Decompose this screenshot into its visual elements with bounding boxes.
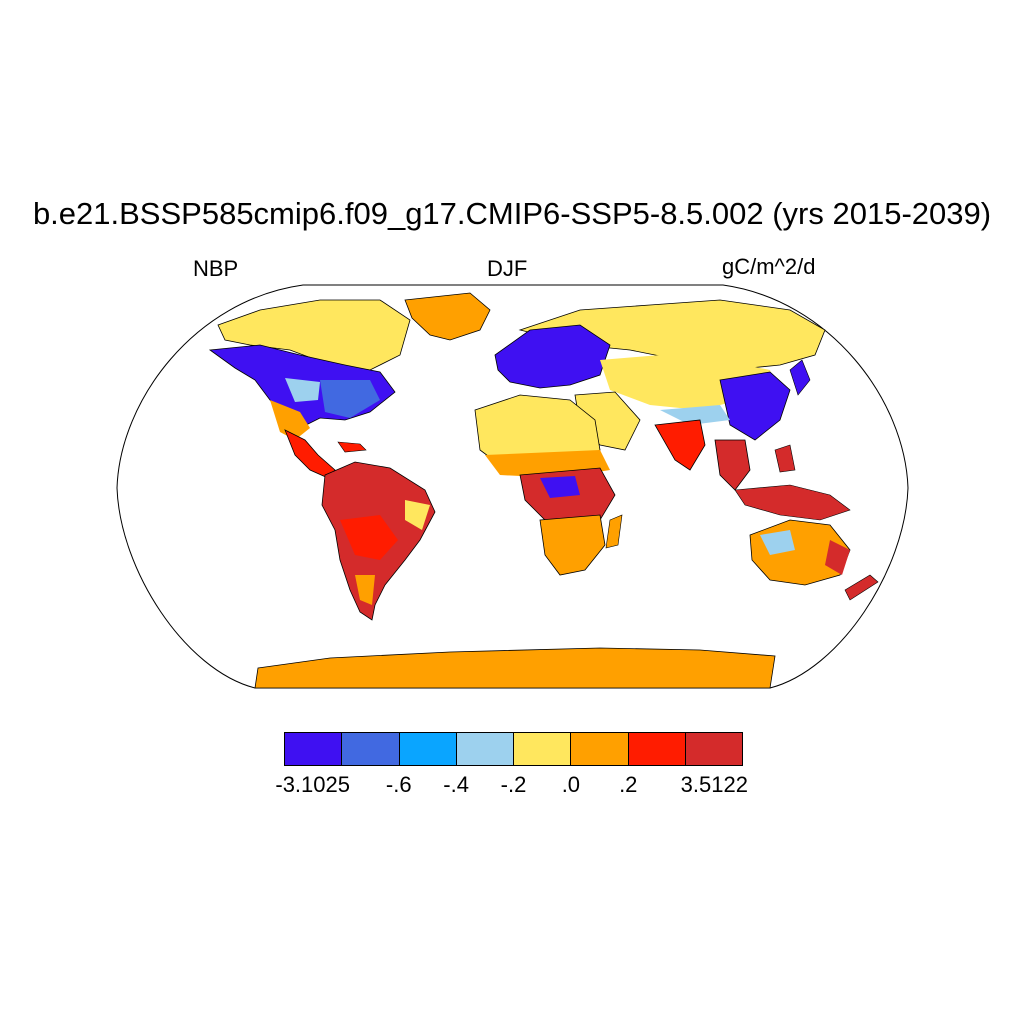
caribbean xyxy=(337,441,367,453)
tibet-lightblue xyxy=(660,405,730,425)
colorbar-tick-label: -3.1025 xyxy=(275,772,350,797)
australia-east-red xyxy=(825,540,850,575)
north-america-arctic xyxy=(217,299,411,371)
east-asia-blue xyxy=(719,371,791,441)
colorbar-tick-label: .0 xyxy=(561,772,581,797)
eurasia-north xyxy=(518,299,826,371)
india xyxy=(654,419,706,471)
na-lightblue xyxy=(285,378,320,402)
africa-blue-patch xyxy=(540,476,580,498)
colorbar-box-2 xyxy=(399,733,457,765)
variable-label: NBP xyxy=(193,256,239,281)
map-title: b.e21.BSSP585cmip6.f09_g17.CMIP6-SSP5-8.… xyxy=(32,196,992,231)
antarctica xyxy=(254,647,776,689)
colorbar-box-0 xyxy=(285,733,343,765)
madagascar xyxy=(605,514,623,549)
sa-red-patch xyxy=(340,515,398,560)
units-label: gC/m^2/d xyxy=(722,254,816,279)
colorbar-box-4 xyxy=(514,733,572,765)
africa-south xyxy=(539,514,606,576)
colorbar-tick-label: -.6 xyxy=(385,772,412,797)
colorbar-box-7 xyxy=(685,733,742,765)
new-zealand xyxy=(844,574,879,601)
na-southwest xyxy=(270,400,310,440)
na-east-blue xyxy=(320,380,380,418)
colorbar-tick-label: -.2 xyxy=(500,772,527,797)
colorbar-tick-label: .2 xyxy=(619,772,638,797)
indonesia xyxy=(734,484,851,521)
japan xyxy=(789,359,811,396)
colorbar-tick-label: 3.5122 xyxy=(680,772,748,797)
sa-yellow-east xyxy=(405,500,430,530)
philippines xyxy=(774,444,796,473)
se-asia xyxy=(714,439,751,491)
colorbar-box-1 xyxy=(342,733,400,765)
colorbar-tick-label: -.4 xyxy=(443,772,469,797)
colorbar-box-5 xyxy=(571,733,629,765)
colorbar-box-6 xyxy=(628,733,686,765)
greenland xyxy=(404,292,491,341)
season-label: DJF xyxy=(487,256,528,281)
australia-lightblue xyxy=(760,530,795,555)
colorbar xyxy=(284,732,743,766)
europe-blue xyxy=(494,324,611,389)
sa-south-orange xyxy=(355,575,375,605)
colorbar-box-3 xyxy=(456,733,514,765)
